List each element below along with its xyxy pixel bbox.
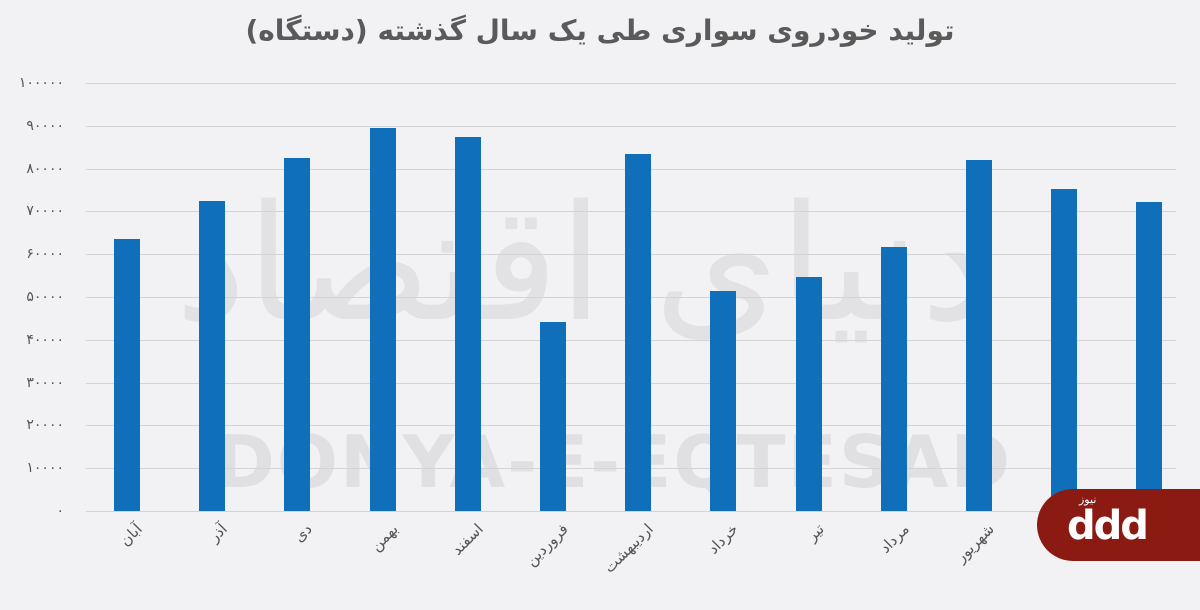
- plot-area: ۰ ۱۰۰۰۰ ۲۰۰۰۰ ۳۰۰۰۰ ۴۰۰۰۰ ۵۰۰۰۰ ۶۰۰۰۰ ۷۰۰۰۰ ۸۰۰۰…: [19, 75, 1176, 519]
- y-tick-label: ۶۰۰۰۰: [26, 246, 64, 263]
- bar: [1051, 189, 1078, 511]
- bar: [966, 160, 992, 511]
- x-tick-label: شهریور: [951, 520, 998, 566]
- bar: [795, 276, 822, 511]
- bar: [880, 246, 907, 511]
- x-tick-label: مرداد: [875, 520, 913, 557]
- x-tick-label: آبان: [116, 520, 146, 550]
- bar: [1136, 201, 1163, 511]
- gridline: [86, 83, 1176, 84]
- x-tick-label: خرداد: [704, 520, 743, 558]
- watermark-persian: دنیای اقتصاد: [175, 170, 992, 357]
- logo-mark: ddd: [1067, 503, 1149, 549]
- bar: [369, 127, 396, 511]
- gridline: [86, 511, 1176, 512]
- y-tick-label: ۴۰۰۰۰: [26, 331, 64, 348]
- bar: [114, 239, 140, 511]
- x-tick-label: فروردین: [522, 520, 572, 570]
- x-tick-label: آذر: [205, 520, 231, 546]
- chart-title: تولید خودروی سواری طی یک سال گذشته (دستگ…: [245, 14, 955, 47]
- publisher-logo: نیوز ddd: [1037, 489, 1200, 561]
- y-tick-label: ۸۰۰۰۰: [26, 160, 64, 177]
- x-tick-label: اردیبهشت: [600, 520, 657, 577]
- y-tick-label: ۷۰۰۰۰: [26, 203, 64, 220]
- x-tick-label: تیر: [802, 520, 828, 545]
- bar: [540, 321, 566, 511]
- watermark-english: DONYA-E-EQTESAD: [215, 420, 1013, 504]
- y-tick-label: ۳۰۰۰۰: [26, 374, 64, 391]
- x-tick-label: دی: [290, 520, 317, 546]
- bar: [454, 136, 481, 511]
- x-tick-label: اسفند: [447, 520, 487, 559]
- y-tick-label: ۹۰۰۰۰: [26, 117, 64, 134]
- bar: [710, 291, 737, 511]
- logo-subtitle: نیوز: [1079, 493, 1097, 506]
- gridline: [86, 125, 1176, 127]
- y-tick-label: ۰: [56, 503, 64, 519]
- x-tick-label: بهمن: [366, 520, 402, 555]
- bar: [625, 154, 652, 511]
- y-tick-label: ۵۰۰۰۰: [26, 289, 64, 305]
- y-tick-label: ۱۰۰۰۰: [26, 460, 64, 477]
- y-tick-label: ۲۰۰۰۰: [26, 417, 64, 434]
- y-tick-label: ۱۰۰۰۰۰: [18, 75, 64, 91]
- bar: [284, 157, 311, 511]
- bar: [199, 201, 226, 511]
